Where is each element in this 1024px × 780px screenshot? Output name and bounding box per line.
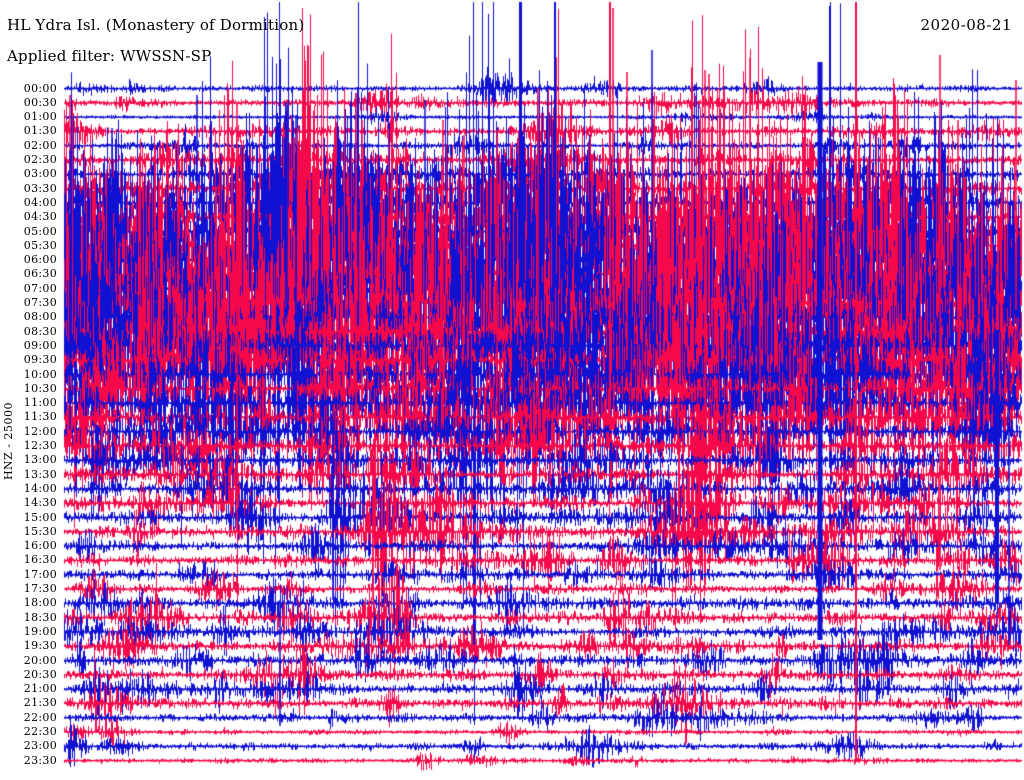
time-label: 17:30	[23, 582, 57, 595]
time-label: 13:00	[23, 453, 57, 467]
time-label: 11:00	[23, 396, 57, 410]
time-label: 20:00	[23, 653, 57, 667]
time-label: 10:00	[23, 367, 57, 381]
time-label: 22:30	[23, 725, 57, 738]
time-label: 22:00	[23, 710, 57, 724]
time-label: 19:00	[23, 624, 57, 638]
time-label: 07:30	[23, 296, 57, 309]
time-label: 16:30	[23, 553, 57, 567]
time-label: 18:00	[23, 596, 57, 610]
time-label: 15:00	[23, 510, 57, 524]
time-label: 21:30	[23, 696, 57, 710]
time-label: 23:00	[23, 739, 57, 753]
time-label: 00:00	[23, 81, 57, 95]
time-label: 01:00	[23, 110, 57, 124]
time-label: 09:30	[23, 353, 57, 367]
time-label: 05:00	[23, 224, 57, 238]
time-label: 05:30	[23, 238, 57, 252]
filter-label: Applied filter: WWSSN-SP	[7, 47, 212, 65]
time-label: 11:30	[23, 410, 57, 424]
time-label: 10:30	[23, 381, 57, 395]
time-label: 03:30	[23, 181, 57, 195]
time-label: 02:00	[23, 138, 57, 152]
time-label: 04:30	[23, 210, 57, 224]
time-label: 21:00	[23, 682, 57, 696]
time-label: 07:00	[23, 281, 57, 295]
time-label: 13:30	[23, 467, 57, 481]
time-label: 06:30	[23, 267, 57, 281]
time-label: 18:30	[23, 610, 57, 624]
time-label: 16:00	[23, 539, 57, 553]
time-label: 08:30	[23, 324, 57, 338]
time-label: 19:30	[23, 639, 57, 653]
time-label: 03:00	[23, 167, 57, 181]
time-label: 12:00	[23, 424, 57, 438]
time-label: 02:30	[23, 153, 57, 166]
time-label: 20:30	[23, 667, 57, 681]
time-label: 06:00	[23, 253, 57, 267]
time-label: 00:30	[23, 95, 57, 109]
station-title: HL Ydra Isl. (Monastery of Dormition)	[7, 16, 305, 34]
time-label: 14:00	[23, 481, 57, 495]
time-label: 23:30	[23, 753, 57, 767]
time-label: 08:00	[23, 310, 57, 324]
time-label: 14:30	[23, 496, 57, 510]
time-label: 09:00	[23, 338, 57, 352]
record-date: 2020-08-21	[920, 16, 1012, 34]
time-label: 04:00	[23, 195, 57, 209]
time-label: 12:30	[23, 439, 57, 452]
time-label: 01:30	[23, 124, 57, 138]
time-label: 15:30	[23, 524, 57, 538]
time-label: 17:00	[23, 567, 57, 581]
